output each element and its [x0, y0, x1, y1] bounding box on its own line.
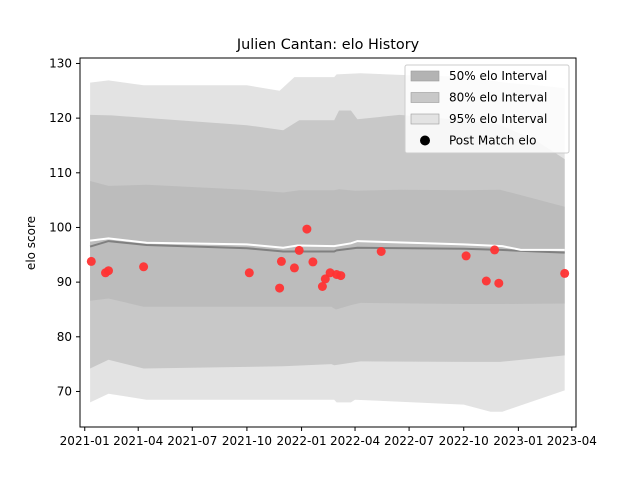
y-tick-label-5: 110 — [49, 166, 72, 180]
y-tick-label-1: 70 — [57, 384, 72, 398]
post-match-point-13 — [320, 274, 330, 284]
legend-label-1: 50% elo Interval — [449, 69, 547, 83]
post-match-point-17 — [376, 247, 386, 256]
y-tick-label-7: 130 — [49, 56, 72, 70]
post-match-point-1 — [86, 256, 96, 266]
x-tick-label-7: 2022-07 — [384, 434, 434, 448]
legend-marker-4 — [420, 135, 430, 146]
x-tick-label-3: 2021-07 — [167, 434, 217, 448]
post-match-point-4 — [139, 262, 149, 272]
chart-title: Julien Cantan: elo History — [236, 37, 420, 53]
legend-swatch-1 — [410, 70, 440, 82]
x-tick-label-2: 2021-04 — [113, 434, 163, 448]
legend-label-2: 80% elo Interval — [449, 91, 547, 105]
post-match-point-18 — [461, 251, 471, 261]
estimate-line-2 — [89, 237, 565, 251]
post-match-point-20 — [490, 245, 500, 255]
axes-frame — [79, 57, 577, 428]
legend: 50% elo Interval 80% elo Interval 95% elo … — [404, 64, 570, 154]
post-match-point-3 — [104, 266, 113, 276]
y-tick-label-3: 90 — [57, 275, 72, 289]
post-match-point-10 — [302, 224, 312, 234]
legend-label-4: Post Match elo — [449, 134, 536, 148]
x-tick-label-6: 2022-04 — [330, 434, 380, 448]
y-tick-label-4: 100 — [49, 220, 72, 234]
legend-label-3: 95% elo Interval — [449, 112, 547, 126]
legend-swatch-3 — [410, 113, 440, 125]
legend-swatch-2 — [410, 92, 440, 103]
post-match-point-5 — [244, 268, 254, 278]
post-match-point-19 — [481, 276, 491, 286]
x-tick-label-4: 2021-10 — [222, 434, 272, 448]
axes: 2021-01 2021-04 2021-07 2021-10 2022-01 2022-… — [49, 56, 597, 448]
post-match-point-12 — [317, 282, 327, 291]
post-match-point-7 — [276, 256, 286, 266]
post-match-point-21 — [494, 278, 504, 288]
post-match-point-16 — [336, 271, 346, 281]
post-match-point-8 — [289, 263, 299, 273]
x-tick-label-1: 2021-01 — [60, 434, 110, 448]
plot-area — [86, 73, 570, 412]
estimate-line-1 — [89, 240, 565, 254]
x-tick-label-9: 2023-01 — [493, 434, 543, 448]
x-tick-label-8: 2022-10 — [439, 434, 489, 448]
post-match-point-9 — [294, 245, 304, 255]
y-axis-label: elo score — [24, 216, 38, 270]
x-tick-label-10: 2023-04 — [547, 434, 597, 448]
y-tick-label-2: 80 — [57, 330, 72, 344]
legend-box — [404, 64, 570, 154]
post-match-point-11 — [308, 257, 318, 267]
post-match-point-22 — [560, 268, 570, 278]
post-match-point-6 — [275, 283, 285, 293]
y-tick-label-6: 120 — [49, 111, 72, 125]
x-tick-label-5: 2022-01 — [276, 434, 326, 448]
